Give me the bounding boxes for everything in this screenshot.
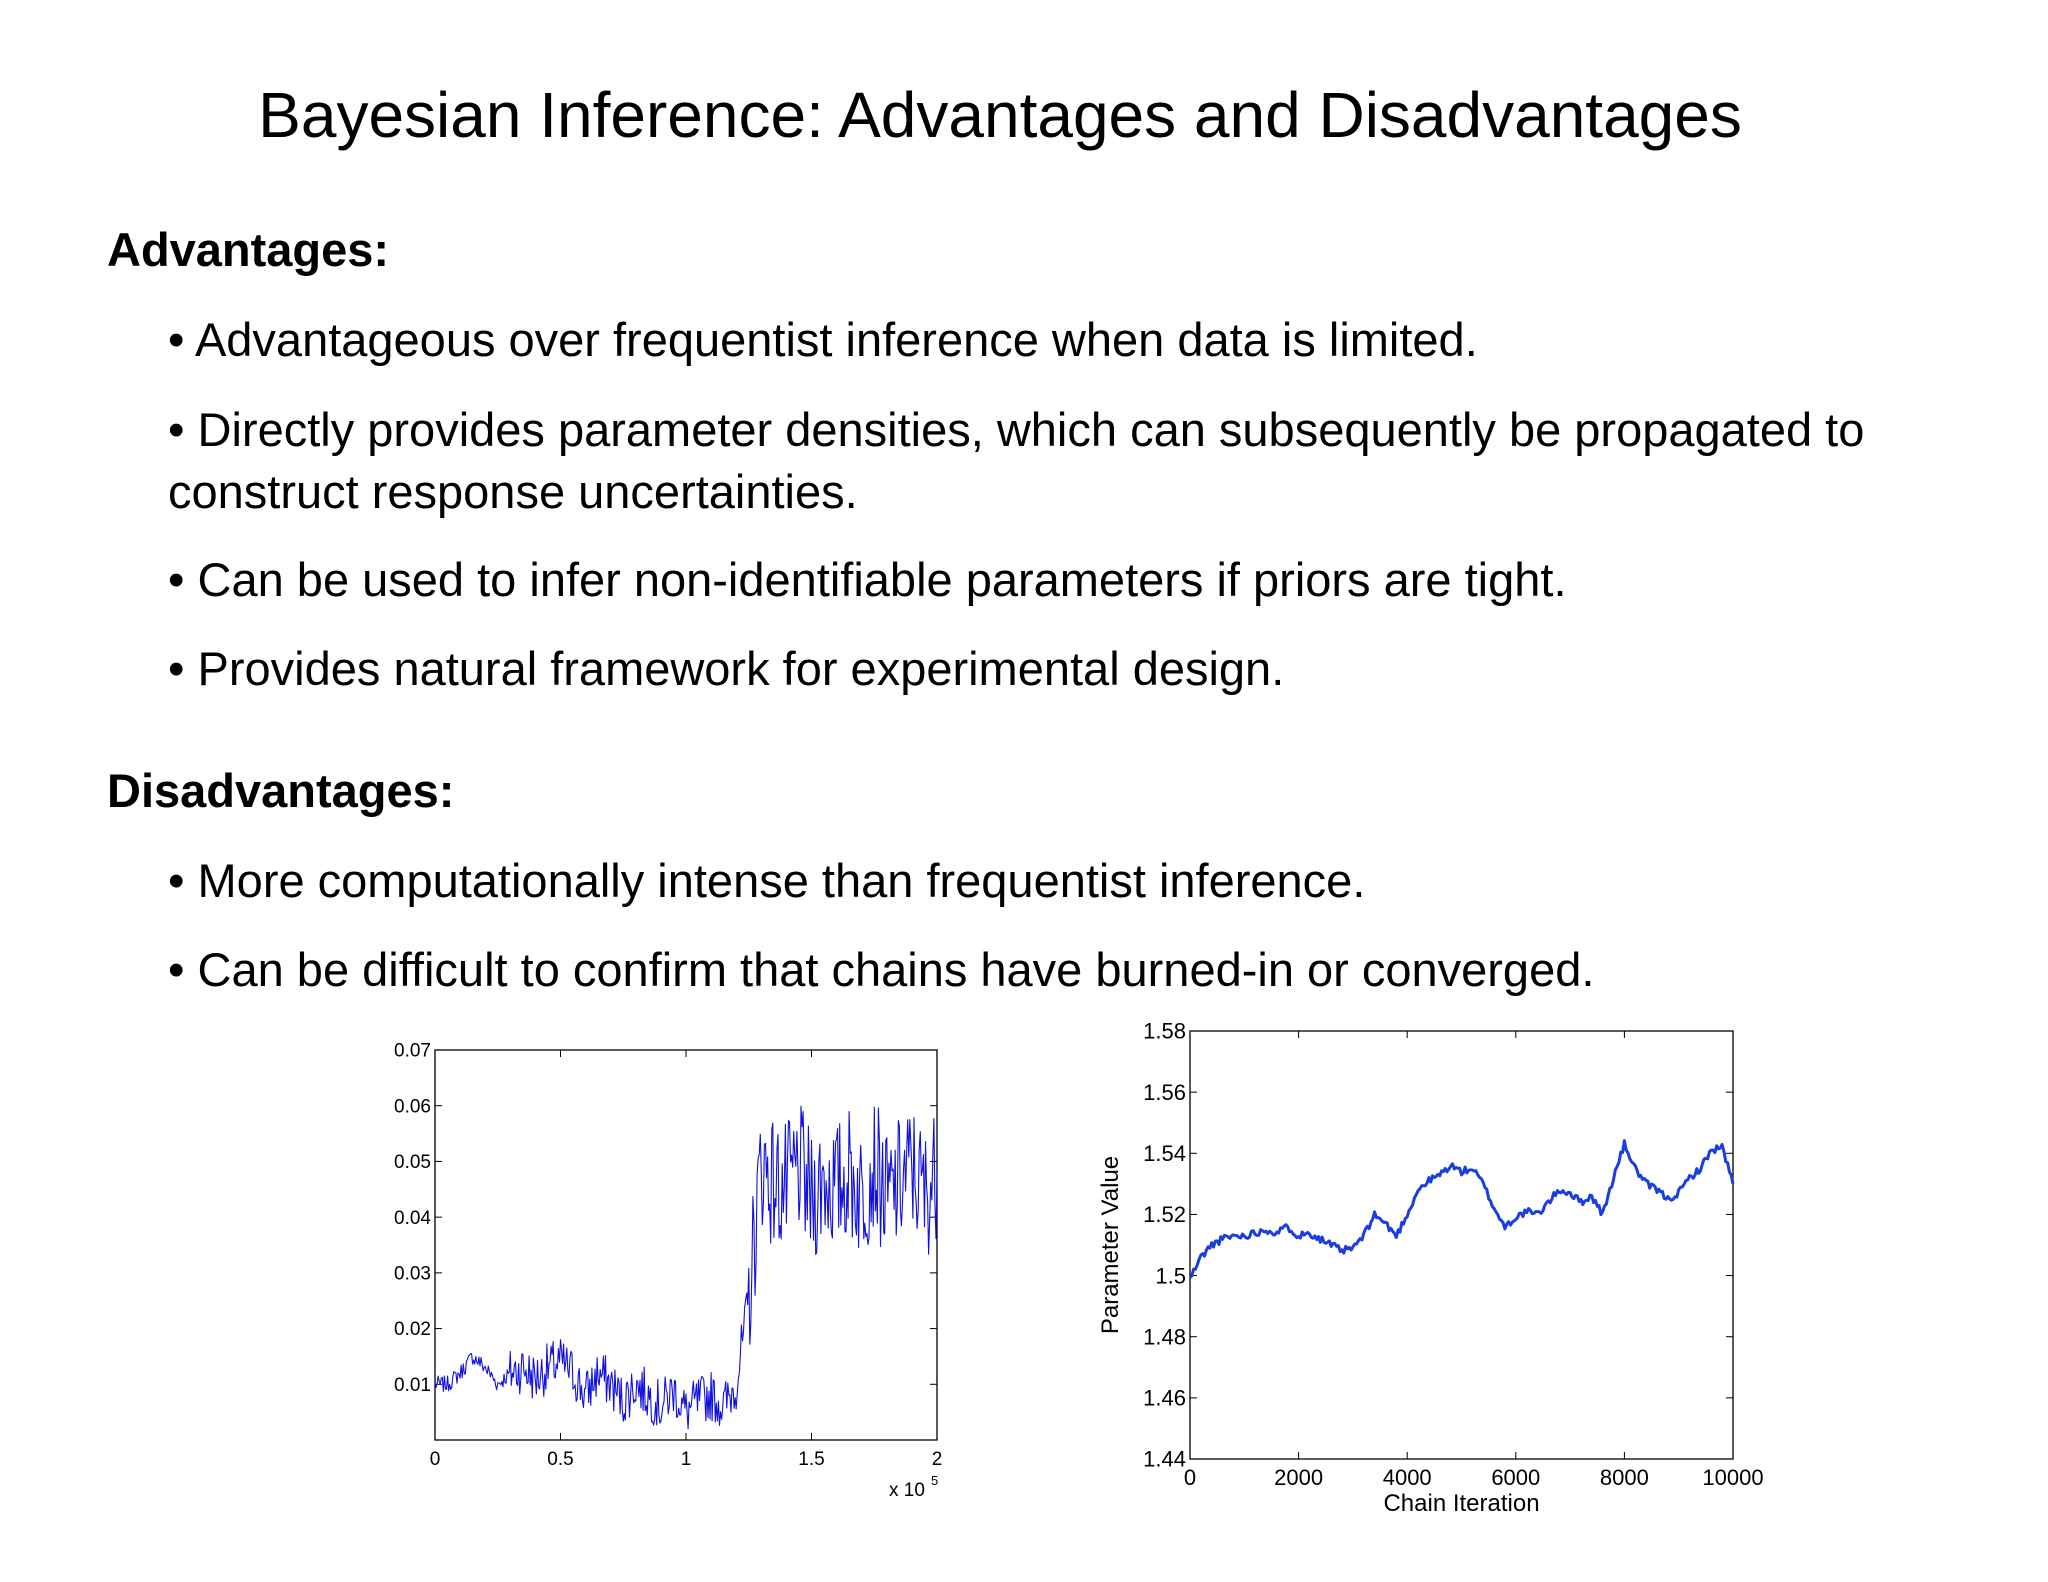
disadvantage-item: • Can be difficult to confirm that chain… <box>168 943 1595 996</box>
advantage-item: • Provides natural framework for experim… <box>168 642 1285 695</box>
y-tick-label: 0.04 <box>394 1208 431 1229</box>
advantage-item: • Directly provides parameter densities,… <box>168 403 1865 518</box>
bullet-icon: • <box>168 553 185 606</box>
bullet-icon: • <box>168 313 185 366</box>
x-tick-label: 0.5 <box>547 1449 573 1470</box>
x-axis-multiplier: x 10 <box>889 1480 925 1501</box>
disadvantage-item: • More computationally intense than freq… <box>168 854 1366 907</box>
x-axis-multiplier-exponent: 5 <box>931 1473 938 1488</box>
slide-title: Bayesian Inference: Advantages and Disad… <box>258 79 1742 151</box>
x-tick-label: 1 <box>681 1449 692 1470</box>
x-tick-label: 0 <box>430 1449 441 1470</box>
bullet-icon: • <box>168 403 185 456</box>
disadvantages-heading: Disadvantages: <box>107 764 455 817</box>
y-tick-label: 0.07 <box>394 1041 431 1062</box>
y-tick-label: 0.01 <box>394 1375 431 1396</box>
y-tick-label: 0.03 <box>394 1264 431 1285</box>
bullet-icon: • <box>168 854 185 907</box>
series-line <box>434 1105 938 1430</box>
y-tick-label: 0.06 <box>394 1096 431 1117</box>
plot-frame <box>434 1049 938 1441</box>
x-tick-label: 1.5 <box>798 1449 824 1470</box>
bullet-icon: • <box>168 943 185 996</box>
bullet-icon: • <box>168 642 185 695</box>
advantage-item: • Can be used to infer non-identifiable … <box>168 553 1567 606</box>
advantage-item: • Advantageous over frequentist inferenc… <box>168 313 1478 366</box>
y-tick-label: 0.05 <box>394 1152 431 1173</box>
y-tick-label: 0.02 <box>394 1319 431 1340</box>
advantages-heading: Advantages: <box>107 223 390 276</box>
x-tick-label: 2 <box>932 1449 943 1470</box>
